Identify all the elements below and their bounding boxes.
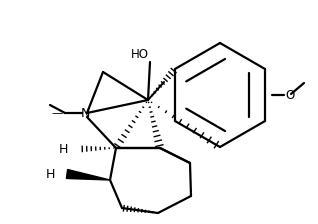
Polygon shape [66,170,110,180]
Text: HO: HO [131,47,149,60]
Text: —: — [52,108,63,118]
Text: N: N [80,106,90,119]
Text: O: O [285,88,294,101]
Text: H: H [59,142,68,155]
Text: H: H [45,168,55,181]
